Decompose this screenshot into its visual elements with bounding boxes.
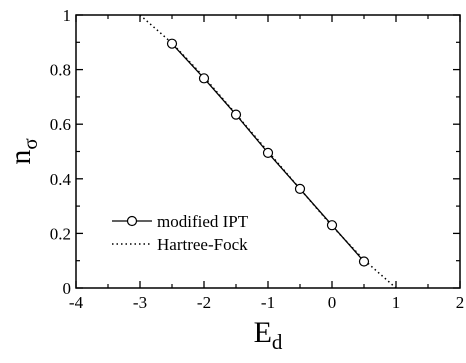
data-point-modified-ipt	[326, 220, 338, 231]
y-tick-label: 0.2	[50, 224, 71, 243]
data-point-modified-ipt	[198, 73, 210, 84]
x-tick-label: -1	[261, 293, 275, 312]
x-tick-label: -4	[69, 293, 84, 312]
x-axis-title: Ed	[254, 316, 283, 354]
x-axis-title-main: E	[254, 316, 272, 349]
series-group	[139, 14, 397, 289]
y-tick-label: 0.8	[50, 61, 71, 80]
y-tick-label: 0.6	[50, 115, 71, 134]
x-tick-label: 0	[328, 293, 337, 312]
legend: modified IPT Hartree-Fock	[112, 212, 249, 254]
x-axis-title-sub: d	[272, 330, 283, 354]
x-tick-label: 2	[456, 293, 465, 312]
y-tick-label: 0	[63, 279, 72, 298]
data-point-modified-ipt	[166, 38, 178, 49]
y-tick-label: 0.4	[50, 170, 72, 189]
legend-marker-modified-ipt	[126, 215, 138, 227]
data-point-modified-ipt	[358, 256, 370, 267]
data-point-modified-ipt	[230, 109, 242, 120]
y-axis-title-main: n	[4, 150, 37, 165]
y-axis-title-sub: σ	[18, 138, 42, 149]
data-point-modified-ipt	[262, 147, 274, 158]
data-point-modified-ipt	[294, 183, 306, 195]
legend-label-hartree-fock: Hartree-Fock	[157, 235, 248, 254]
x-tick-label: -2	[197, 293, 211, 312]
x-tick-label: -3	[133, 293, 147, 312]
tick-labels-group: -4 -3 -2 -1 0 1 2 0 0.2 0.4 0.6 0.8 1	[50, 6, 465, 312]
plot-frame	[75, 14, 461, 289]
y-axis-title: nσ	[4, 138, 42, 164]
x-tick-label: 1	[392, 293, 401, 312]
legend-label-modified-ipt: modified IPT	[157, 212, 249, 231]
y-tick-label: 1	[63, 6, 72, 25]
